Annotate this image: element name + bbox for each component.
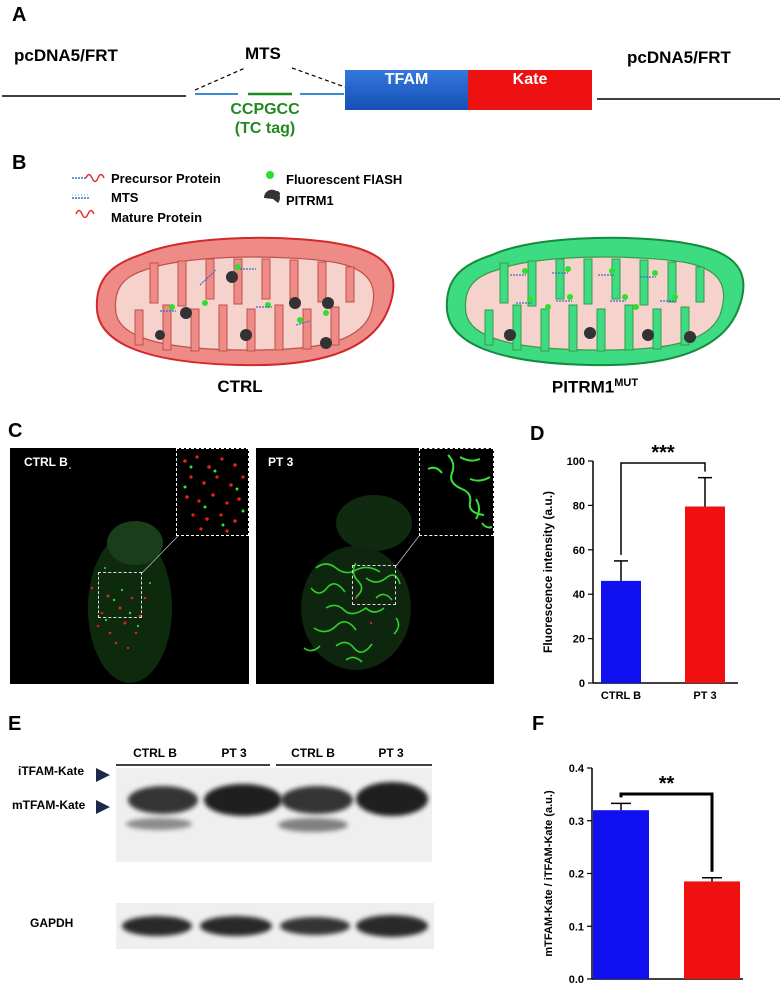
mature-protein-icon bbox=[76, 211, 94, 218]
band-mtfam-3 bbox=[278, 818, 348, 832]
legend-mts: MTS bbox=[111, 190, 138, 205]
western-blot-gapdh bbox=[116, 903, 434, 949]
chart-f-ytick-label: 0.4 bbox=[569, 763, 585, 775]
kate-label: Kate bbox=[468, 71, 592, 89]
chart-d-ytick-label: 60 bbox=[573, 545, 585, 557]
micrograph-ctrl: CTRL B bbox=[10, 448, 249, 684]
mitochondria-illustration bbox=[0, 225, 782, 375]
mut-label-wrap: PITRM1MUT bbox=[520, 377, 670, 398]
lane-3-label: CTRL B bbox=[274, 746, 352, 760]
micrograph-pt3: PT 3 bbox=[256, 448, 494, 684]
ctrl-inset bbox=[176, 448, 249, 536]
chart-f-significance-label: ** bbox=[659, 773, 675, 795]
pt3-inset bbox=[419, 448, 494, 536]
mtfam-arrow-icon bbox=[96, 800, 110, 814]
panel-c-label: C bbox=[8, 420, 22, 443]
legend-icons bbox=[70, 170, 110, 230]
tc-seq-label: CCPGCC bbox=[205, 101, 325, 119]
chart-f-ytick-label: 0.0 bbox=[569, 974, 584, 984]
ctrl-mitochondrion bbox=[97, 238, 394, 365]
tfam-label: TFAM bbox=[345, 71, 468, 89]
pt3-inset-image bbox=[420, 449, 494, 536]
chart-d-ytick-label: 100 bbox=[567, 456, 585, 468]
chart-d-ylabel: Fluorescence intensity (a.u.) bbox=[541, 491, 555, 653]
chart-f-bar-1 bbox=[593, 810, 649, 979]
mut-label: PITRM1 bbox=[552, 378, 614, 397]
chart-d-bar-1 bbox=[601, 581, 641, 683]
itfam-label: iTFAM-Kate bbox=[18, 764, 84, 778]
band-mtfam-1 bbox=[126, 818, 192, 830]
band-gapdh-1 bbox=[122, 916, 192, 936]
micrograph-ctrl-label: CTRL B bbox=[24, 455, 68, 469]
band-gapdh-4 bbox=[356, 915, 428, 937]
pitrm1-icon bbox=[264, 190, 280, 203]
chart-f-ytick-label: 0.1 bbox=[569, 921, 584, 933]
chart-d-ytick-label: 20 bbox=[573, 634, 585, 646]
chart-d-xtick-label-2: PT 3 bbox=[693, 690, 716, 702]
band-itfam-4 bbox=[356, 782, 428, 816]
panel-f-label: F bbox=[532, 713, 544, 736]
panel-b-label: B bbox=[12, 152, 26, 175]
ctrl-roi-box bbox=[98, 572, 142, 618]
chart-d-ytick-label: 40 bbox=[573, 589, 585, 601]
chart-f: 0.0 0.1 0.2 0.3 0.4 mTFAM-Kate / iTFAM-Kate (… bbox=[500, 755, 760, 984]
legend-mature: Mature Protein bbox=[111, 210, 202, 225]
western-blot-tfam bbox=[116, 768, 432, 862]
ctrl-inset-image bbox=[177, 449, 249, 536]
chart-f-ylabel: mTFAM-Kate / iTFAM-Kate (a.u.) bbox=[543, 790, 555, 957]
band-itfam-2 bbox=[204, 784, 282, 816]
mts-zoom-line-right bbox=[292, 68, 345, 87]
chart-d-ytick-label: 80 bbox=[573, 500, 585, 512]
gapdh-label: GAPDH bbox=[30, 916, 73, 930]
tc-tag-label: (TC tag) bbox=[205, 120, 325, 138]
chart-f-ytick-label: 0.3 bbox=[569, 816, 584, 828]
itfam-arrow-icon bbox=[96, 768, 110, 782]
mts-icon bbox=[72, 195, 90, 198]
legend-pitrm1: PITRM1 bbox=[286, 193, 334, 208]
band-gapdh-3 bbox=[280, 917, 350, 935]
mut-superscript: MUT bbox=[614, 377, 638, 389]
chart-f-ytick-label: 0.2 bbox=[569, 869, 584, 881]
lane-4-label: PT 3 bbox=[352, 746, 430, 760]
chart-f-bar-2 bbox=[684, 881, 740, 979]
legend-flash: Fluorescent FlASH bbox=[286, 172, 402, 187]
band-gapdh-2 bbox=[200, 916, 272, 936]
pt3-roi-box bbox=[352, 565, 396, 605]
chart-d-ytick-label: 0 bbox=[579, 678, 585, 690]
mtfam-label: mTFAM-Kate bbox=[12, 798, 85, 812]
mts-zoom-line-left bbox=[195, 68, 245, 90]
ctrl-label: CTRL bbox=[180, 377, 300, 397]
band-arrows bbox=[94, 766, 114, 826]
chart-d: 0 20 40 60 80 100 Fluorescence intensity (a.u.… bbox=[500, 440, 760, 705]
lane-2-label: PT 3 bbox=[196, 746, 272, 760]
panel-e-label: E bbox=[8, 713, 21, 736]
legend-precursor: Precursor Protein bbox=[111, 171, 221, 186]
micrograph-pt3-label: PT 3 bbox=[268, 455, 293, 469]
chart-d-bar-2 bbox=[685, 507, 725, 683]
band-itfam-1 bbox=[128, 786, 198, 814]
mut-mitochondrion bbox=[447, 238, 744, 365]
precursor-protein-icon bbox=[72, 175, 104, 182]
chart-d-xtick-label-1: CTRL B bbox=[601, 690, 641, 702]
band-itfam-3 bbox=[281, 786, 353, 814]
lane-1-label: CTRL B bbox=[116, 746, 194, 760]
flash-dot-icon bbox=[266, 171, 274, 179]
chart-d-significance-label: *** bbox=[651, 442, 675, 464]
